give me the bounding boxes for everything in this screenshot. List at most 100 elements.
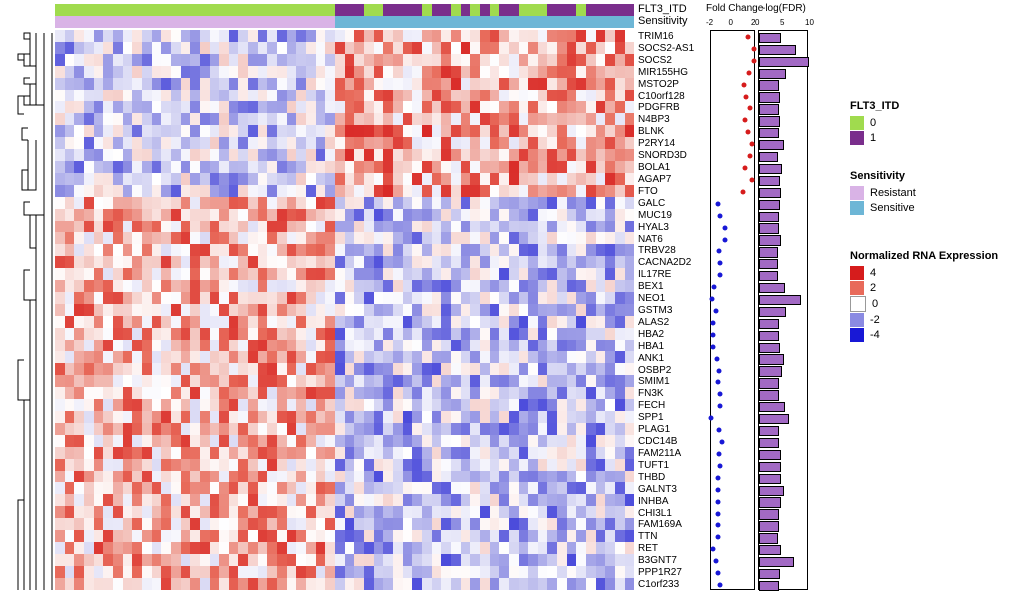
fdr-bar (759, 438, 779, 448)
fc-dot (742, 166, 747, 171)
foldchange-title: Fold Change (706, 3, 763, 14)
fc-dot (718, 213, 723, 218)
fc-dot (716, 451, 721, 456)
fc-dot (716, 368, 721, 373)
fdr-bar (759, 414, 789, 424)
gene-label: GALC (638, 198, 665, 209)
fdr-bar (759, 164, 782, 174)
legend-item: 1 (850, 131, 899, 145)
fdr-bar (759, 450, 781, 460)
fc-dot (740, 189, 745, 194)
gene-label: PLAG1 (638, 424, 670, 435)
gene-label: BLNK (638, 126, 664, 137)
fdr-bar (759, 533, 778, 543)
gene-label: IL17RE (638, 269, 671, 280)
fdr-bar (759, 116, 780, 126)
gene-label: RET (638, 543, 658, 554)
fdr-panel (758, 30, 808, 590)
fc-dot (715, 535, 720, 540)
fdr-bar (759, 331, 779, 341)
fdr-bar (759, 366, 782, 376)
fdr-bar (759, 140, 784, 150)
gene-label: FAM169A (638, 519, 682, 530)
fc-dot (711, 547, 716, 552)
fdr-bar (759, 497, 781, 507)
fc-dot (715, 499, 720, 504)
fc-dot (748, 154, 753, 159)
gene-label: SNORD3D (638, 150, 687, 161)
gene-label: TTN (638, 531, 657, 542)
fdr-bar (759, 92, 780, 102)
fdr-bar (759, 57, 809, 67)
foldchange-panel (710, 30, 755, 590)
legend-item: 2 (850, 281, 998, 295)
fdr-bar (759, 176, 780, 186)
gene-label: TRBV28 (638, 245, 676, 256)
fdr-bar (759, 557, 794, 567)
gene-label: INHBA (638, 496, 669, 507)
fdr-bar (759, 486, 784, 496)
fdr-bar (759, 128, 779, 138)
gene-label: CACNA2D2 (638, 257, 691, 268)
fdr-bar (759, 223, 779, 233)
legend-title: FLT3_ITD (850, 100, 899, 112)
gene-label: ANK1 (638, 353, 664, 364)
gene-label: HBA1 (638, 341, 664, 352)
fc-dot (722, 225, 727, 230)
gene-label: SOCS2 (638, 55, 672, 66)
fc-dot (715, 380, 720, 385)
fdr-bar (759, 271, 778, 281)
column-annotation-tracks (55, 4, 635, 28)
gene-label: HYAL3 (638, 222, 669, 233)
fc-dot (715, 487, 720, 492)
fc-dot (711, 320, 716, 325)
gene-label: NAT6 (638, 234, 663, 245)
gene-label: NEO1 (638, 293, 665, 304)
annot-label-flt3: FLT3_ITD (638, 3, 687, 15)
gene-label: FAM211A (638, 448, 681, 459)
gene-label: HBA2 (638, 329, 664, 340)
expression-heatmap (55, 30, 635, 590)
fdr-bar (759, 259, 778, 269)
fdr-bar (759, 200, 780, 210)
fdr-bar (759, 581, 779, 591)
fc-dot (716, 249, 721, 254)
gene-label: FN3K (638, 388, 664, 399)
legend-item: 0 (850, 116, 899, 130)
gene-label: BEX1 (638, 281, 664, 292)
fdr-bar (759, 295, 801, 305)
legend-item: Sensitive (850, 201, 916, 215)
legend-title: Normalized RNA Expression (850, 250, 998, 262)
fc-dot (709, 416, 714, 421)
legend-title: Sensitivity (850, 170, 916, 182)
fc-dot (748, 106, 753, 111)
legend-expression: Normalized RNA Expression420-2-4 (850, 250, 998, 343)
gene-label: P2RY14 (638, 138, 675, 149)
fc-dot (751, 46, 756, 51)
fdr-title: -log(FDR) (762, 3, 806, 14)
gene-label: MIR155HG (638, 67, 688, 78)
gene-label: C10orf128 (638, 91, 685, 102)
fc-dot (743, 94, 748, 99)
fc-dot (715, 523, 720, 528)
fdr-bar (759, 283, 785, 293)
gene-label: TUFT1 (638, 460, 669, 471)
legend-item: -4 (850, 328, 998, 342)
fdr-bar (759, 152, 778, 162)
fc-dot (720, 440, 725, 445)
fc-dot (718, 261, 723, 266)
fdr-bar (759, 69, 786, 79)
gene-label: TRIM16 (638, 31, 674, 42)
gene-label: SOCS2-AS1 (638, 43, 694, 54)
gene-label: B3GNT7 (638, 555, 677, 566)
legend-sensitivity: SensitivityResistantSensitive (850, 170, 916, 216)
fdr-bar (759, 212, 779, 222)
fdr-bar (759, 462, 781, 472)
fc-dot (716, 428, 721, 433)
gene-label: SPP1 (638, 412, 664, 423)
gene-label: ALAS2 (638, 317, 669, 328)
fc-dot (715, 571, 720, 576)
gene-label: THBD (638, 472, 665, 483)
fc-dot (718, 404, 723, 409)
gene-label: GSTM3 (638, 305, 672, 316)
